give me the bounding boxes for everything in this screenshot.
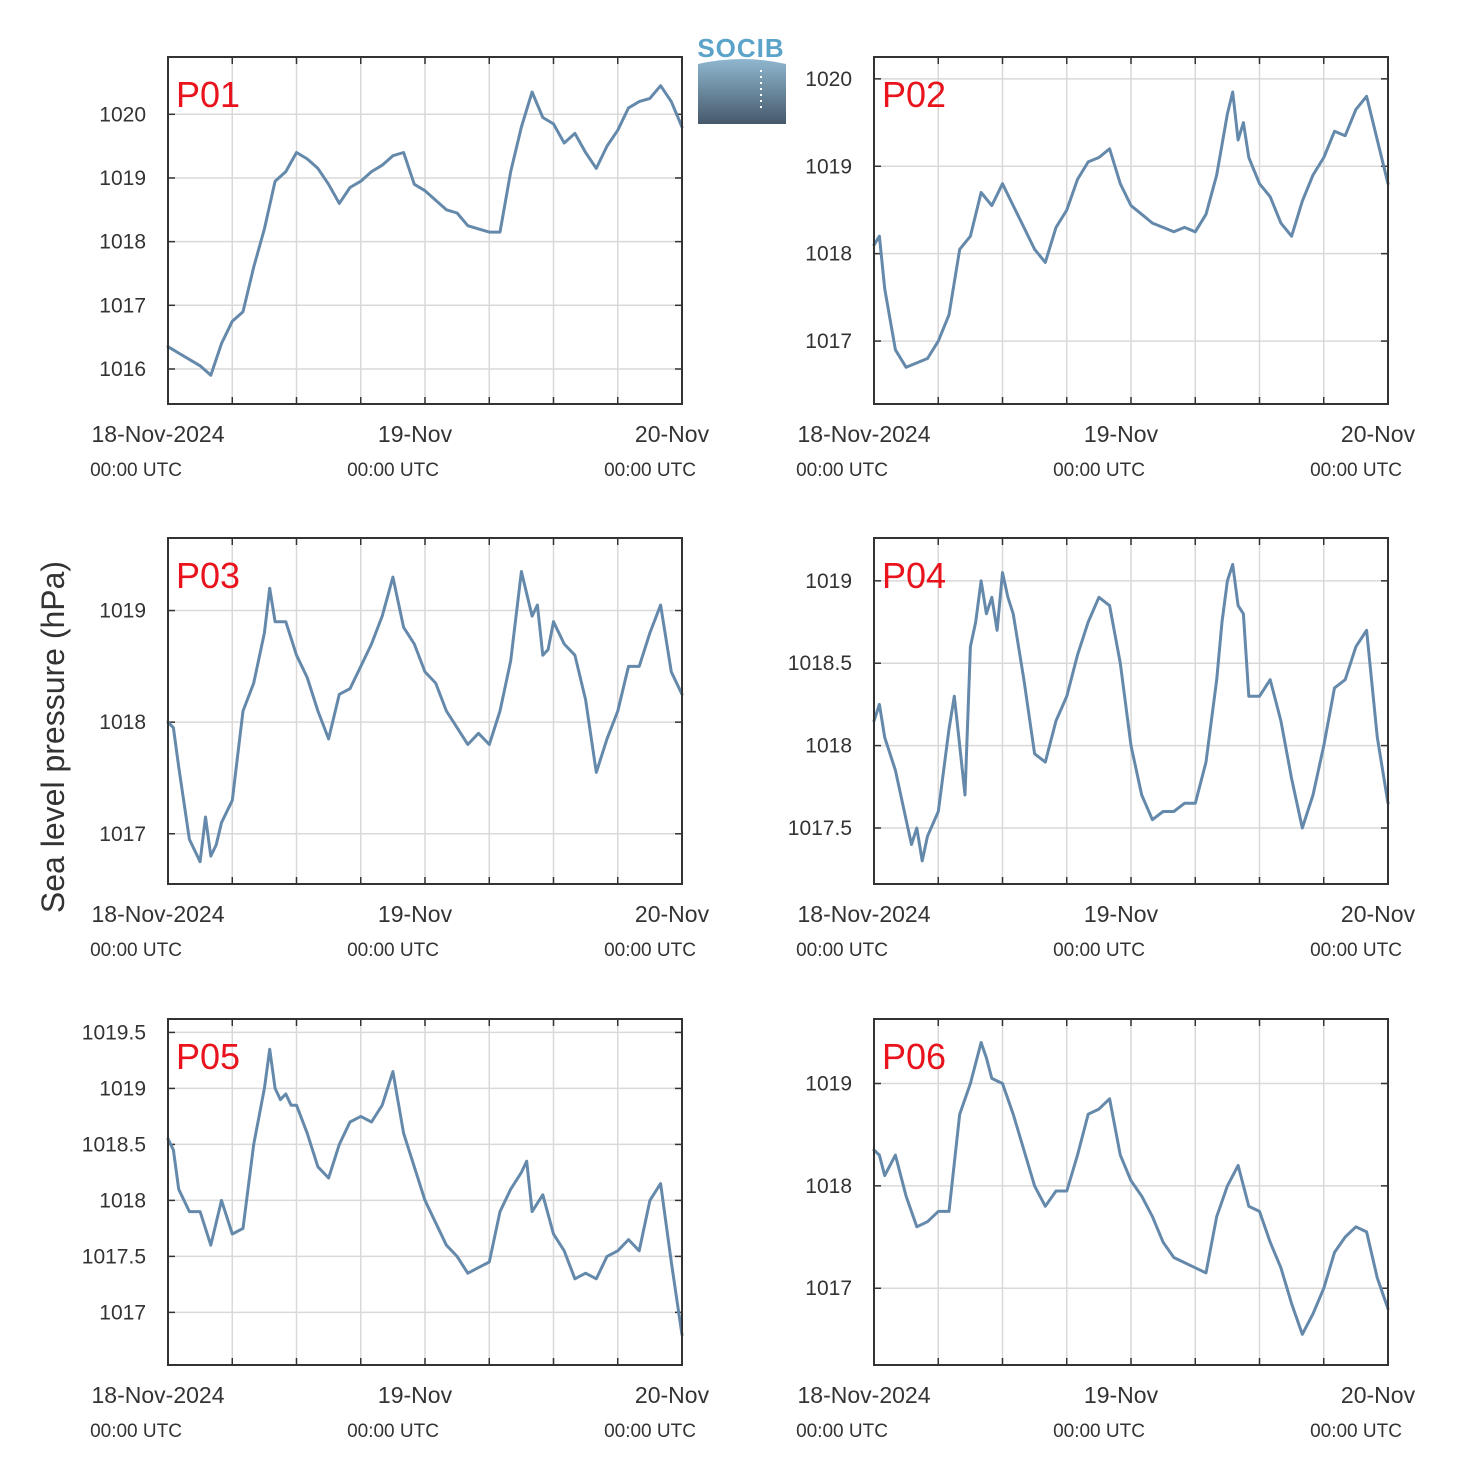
y-tick-label: 1017 (99, 294, 146, 317)
panel-title: P04 (882, 555, 946, 596)
y-tick-label: 1018.5 (788, 652, 852, 675)
x-tick-sublabel: 00:00 UTC (1310, 460, 1402, 481)
series-line (872, 1041, 1390, 1336)
x-tick-label: 18-Nov-2024 (798, 1382, 931, 1408)
x-tick-sublabel: 00:00 UTC (1053, 1421, 1145, 1442)
x-tick-label: 19-Nov (378, 1382, 453, 1408)
x-tick-sublabel: 00:00 UTC (796, 940, 888, 961)
chart-panel-p03: 1017 1018 1019 18-Nov-2024 00:00 UTC 19-Nov 00… (90, 537, 710, 961)
chart-panel-p01: 1016 1017 1018 1019 1020 18-Nov-2024 00:00 UTC… (90, 56, 710, 481)
series-line (872, 90, 1390, 369)
y-tick-label: 1019 (805, 155, 852, 178)
y-tick-label: 1018 (805, 243, 852, 266)
y-tick-label: 1017 (805, 330, 852, 353)
y-tick-label: 1018 (99, 711, 146, 734)
x-tick-sublabel: 00:00 UTC (604, 940, 696, 961)
panel-title: P06 (882, 1036, 946, 1077)
x-tick-sublabel: 00:00 UTC (796, 1421, 888, 1442)
y-tick-label: 1019 (99, 167, 146, 190)
y-tick-label: 1018.5 (82, 1133, 146, 1156)
x-tick-sublabel: 00:00 UTC (1310, 1421, 1402, 1442)
x-tick-label: 19-Nov (1084, 901, 1159, 927)
x-tick-sublabel: 00:00 UTC (347, 940, 439, 961)
plot-frame (167, 56, 683, 405)
y-tick-label: 1017 (99, 823, 146, 846)
y-tick-label: 1017.5 (82, 1245, 146, 1268)
panel-title: P01 (176, 74, 240, 115)
x-tick-label: 19-Nov (1084, 421, 1159, 447)
plot-frame (873, 1018, 1389, 1366)
series-line (166, 570, 684, 864)
x-tick-sublabel: 00:00 UTC (604, 1421, 696, 1442)
y-tick-label: 1017 (805, 1277, 852, 1300)
x-tick-label: 18-Nov-2024 (798, 421, 931, 447)
socib-logo: SOCIB (697, 33, 786, 124)
x-tick-sublabel: 00:00 UTC (1053, 940, 1145, 961)
panel-title: P02 (882, 74, 946, 115)
x-tick-sublabel: 00:00 UTC (347, 460, 439, 481)
panel-title: P05 (176, 1036, 240, 1077)
series-line (166, 84, 684, 377)
x-tick-sublabel: 00:00 UTC (90, 460, 182, 481)
y-tick-label: 1018 (99, 231, 146, 254)
chart-panel-p04: 1017.5 1018 1018.5 1019 18-Nov-2024 00:00 UTC… (788, 537, 1416, 961)
x-tick-sublabel: 00:00 UTC (90, 940, 182, 961)
y-tick-label: 1017 (99, 1301, 146, 1324)
y-axis-label: Sea level pressure (hPa) (35, 561, 71, 913)
y-tick-label: 1020 (99, 103, 146, 126)
y-tick-label: 1016 (99, 358, 146, 381)
x-tick-label: 19-Nov (378, 421, 453, 447)
y-tick-label: 1018 (805, 735, 852, 758)
x-tick-label: 19-Nov (378, 901, 453, 927)
plot-frame (167, 1018, 683, 1366)
x-tick-sublabel: 00:00 UTC (347, 1421, 439, 1442)
x-tick-label: 18-Nov-2024 (92, 1382, 225, 1408)
chart-panel-p02: 1017 1018 1019 1020 18-Nov-2024 00:00 UTC 19-N… (796, 56, 1416, 481)
x-tick-label: 20-Nov (1341, 421, 1416, 447)
x-tick-label: 20-Nov (635, 901, 710, 927)
panel-title: P03 (176, 555, 240, 596)
x-tick-label: 20-Nov (1341, 1382, 1416, 1408)
x-tick-sublabel: 00:00 UTC (796, 460, 888, 481)
x-tick-label: 18-Nov-2024 (798, 901, 931, 927)
y-tick-label: 1019.5 (82, 1021, 146, 1044)
y-tick-label: 1019 (99, 1077, 146, 1100)
x-tick-sublabel: 00:00 UTC (90, 1421, 182, 1442)
y-tick-label: 1019 (805, 570, 852, 593)
x-tick-label: 18-Nov-2024 (92, 421, 225, 447)
plot-frame (873, 537, 1389, 885)
plot-frame (167, 537, 683, 885)
chart-panel-p05: 1017 1017.5 1018 1018.5 1019 1019.5 18-Nov-202… (82, 1018, 710, 1442)
y-tick-label: 1020 (805, 68, 852, 91)
y-tick-label: 1017.5 (788, 817, 852, 840)
y-tick-label: 1018 (805, 1175, 852, 1198)
chart-panels: 1016 1017 1018 1019 1020 18-Nov-2024 00:00 UTC… (82, 56, 1416, 1442)
x-tick-label: 20-Nov (635, 421, 710, 447)
chart-panel-p06: 1017 1018 1019 18-Nov-2024 00:00 UTC 19-Nov 00… (796, 1018, 1416, 1442)
x-tick-label: 20-Nov (1341, 901, 1416, 927)
y-tick-label: 1019 (99, 600, 146, 623)
series-line (166, 1047, 684, 1337)
y-tick-label: 1018 (99, 1189, 146, 1212)
x-tick-sublabel: 00:00 UTC (604, 460, 696, 481)
x-tick-label: 19-Nov (1084, 1382, 1159, 1408)
logo-text: SOCIB (697, 33, 784, 63)
x-tick-sublabel: 00:00 UTC (1053, 460, 1145, 481)
x-tick-sublabel: 00:00 UTC (1310, 940, 1402, 961)
y-tick-label: 1019 (805, 1072, 852, 1095)
x-tick-label: 20-Nov (635, 1382, 710, 1408)
plot-frame (873, 56, 1389, 405)
series-line (872, 562, 1390, 863)
x-tick-label: 18-Nov-2024 (92, 901, 225, 927)
